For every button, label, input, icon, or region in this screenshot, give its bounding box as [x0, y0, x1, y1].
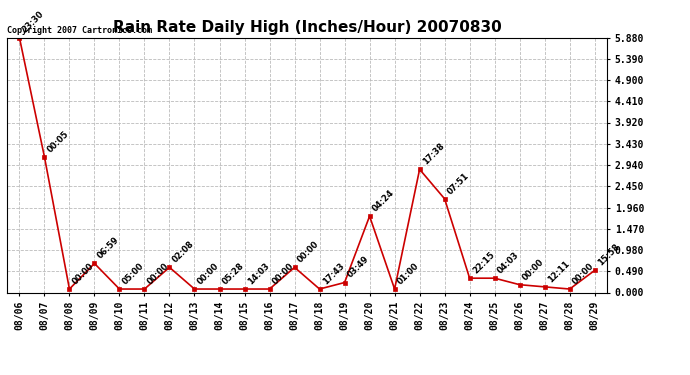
Text: 00:00: 00:00 — [296, 240, 321, 265]
Text: 03:49: 03:49 — [346, 255, 371, 280]
Text: 00:00: 00:00 — [196, 261, 221, 286]
Text: Copyright 2007 Cartronics.com: Copyright 2007 Cartronics.com — [7, 26, 152, 35]
Text: 00:00: 00:00 — [146, 261, 171, 286]
Text: 02:08: 02:08 — [171, 240, 196, 265]
Text: 00:00: 00:00 — [71, 261, 96, 286]
Text: 05:28: 05:28 — [221, 261, 246, 286]
Text: 04:24: 04:24 — [371, 188, 396, 213]
Text: 23:30: 23:30 — [21, 10, 46, 35]
Text: 00:00: 00:00 — [271, 261, 296, 286]
Text: 05:00: 05:00 — [121, 261, 146, 286]
Text: 06:59: 06:59 — [96, 236, 121, 261]
Text: 22:15: 22:15 — [471, 250, 496, 275]
Text: 14:03: 14:03 — [246, 261, 271, 286]
Text: 04:03: 04:03 — [496, 250, 521, 275]
Text: 17:38: 17:38 — [421, 141, 446, 166]
Text: 01:00: 01:00 — [396, 261, 421, 286]
Text: 00:00: 00:00 — [521, 257, 546, 282]
Text: 00:00: 00:00 — [571, 261, 596, 286]
Text: 00:05: 00:05 — [46, 129, 71, 154]
Text: 17:43: 17:43 — [321, 261, 346, 286]
Text: 15:58: 15:58 — [596, 242, 622, 268]
Text: 12:11: 12:11 — [546, 259, 571, 284]
Text: 07:51: 07:51 — [446, 171, 471, 196]
Title: Rain Rate Daily High (Inches/Hour) 20070830: Rain Rate Daily High (Inches/Hour) 20070… — [112, 20, 502, 35]
